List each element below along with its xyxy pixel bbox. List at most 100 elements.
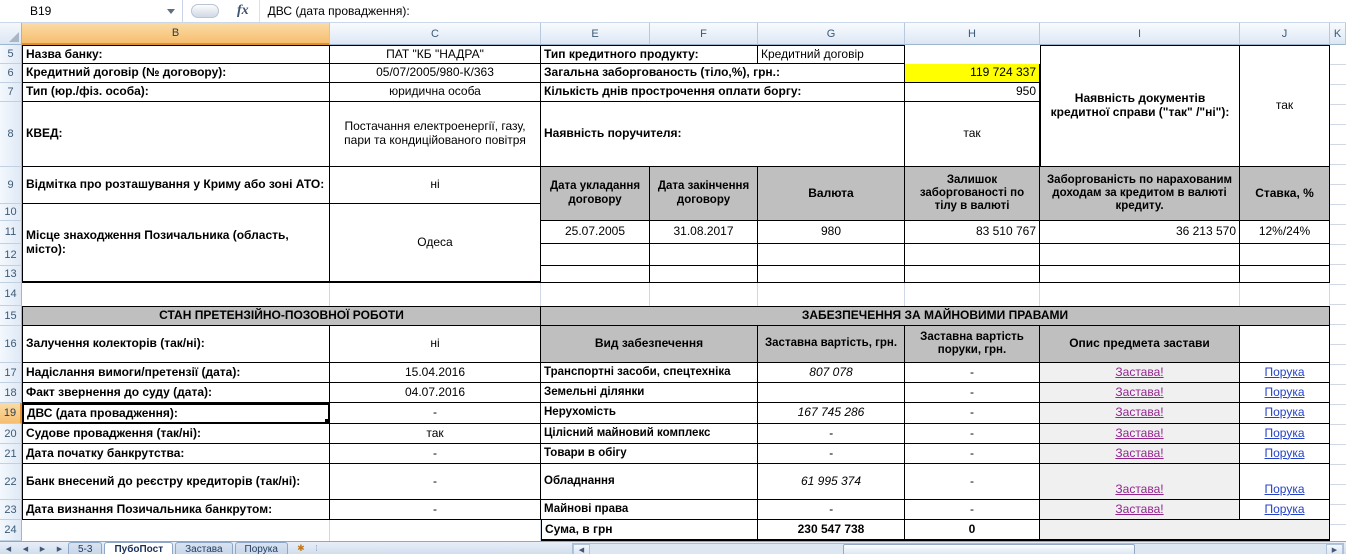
- cell-e12-empty[interactable]: [541, 244, 650, 266]
- cell-contract-value[interactable]: 05/07/2005/980-К/363: [330, 64, 541, 83]
- credit-header-accrued[interactable]: Заборгованість по нарахованим доходам за…: [1040, 167, 1240, 221]
- cell-f13-empty[interactable]: [650, 266, 758, 283]
- row-header-11[interactable]: 11: [0, 221, 22, 244]
- cell-docs-value[interactable]: так: [1240, 45, 1330, 167]
- collateral-guarantee[interactable]: -: [905, 444, 1040, 464]
- claims-value[interactable]: ні: [330, 326, 541, 363]
- poruka-link[interactable]: Порука: [1240, 444, 1330, 464]
- cell-c14-empty[interactable]: [330, 283, 541, 306]
- collateral-value[interactable]: -: [758, 500, 905, 520]
- cell-j12-empty[interactable]: [1240, 244, 1330, 266]
- cell-i12-empty[interactable]: [1040, 244, 1240, 266]
- cell-g13-empty[interactable]: [758, 266, 905, 283]
- row-header-9[interactable]: 9: [0, 167, 22, 204]
- tab-nav-last-button[interactable]: ▶: [56, 545, 63, 553]
- col-header-G[interactable]: G: [758, 23, 905, 45]
- zastava-link[interactable]: Застава!: [1040, 500, 1240, 520]
- collateral-value[interactable]: -: [758, 444, 905, 464]
- poruka-link[interactable]: Порука: [1240, 363, 1330, 383]
- cell-h13-empty[interactable]: [905, 266, 1040, 283]
- poruka-link[interactable]: Порука: [1240, 500, 1330, 520]
- col-header-F[interactable]: F: [650, 23, 758, 45]
- scroll-right-icon[interactable]: ▶: [1326, 544, 1343, 554]
- cell-kved-value[interactable]: Постачання електроенергії, газу, пари та…: [330, 102, 541, 167]
- row-header-16[interactable]: 16: [0, 326, 22, 363]
- cell-bank-label[interactable]: Назва банку:: [22, 45, 330, 64]
- collateral-header-type[interactable]: Вид забезпечення: [541, 326, 758, 363]
- cell-crimea-value[interactable]: ні: [330, 167, 541, 204]
- claims-value[interactable]: 04.07.2016: [330, 383, 541, 403]
- cell-c24-empty[interactable]: [330, 520, 541, 541]
- cell-debt-value[interactable]: 119 724 337: [905, 64, 1040, 83]
- col-header-H[interactable]: H: [905, 23, 1040, 45]
- row-header-5[interactable]: 5: [0, 45, 22, 64]
- cell-location-value[interactable]: Одеса: [330, 204, 541, 283]
- claims-section-title[interactable]: СТАН ПРЕТЕНЗІЙНО-ПОЗОВНОЇ РОБОТИ: [22, 306, 541, 326]
- insert-worksheet-button[interactable]: ✱: [297, 543, 305, 553]
- poruka-link[interactable]: Порука: [1240, 464, 1330, 500]
- row-header-15[interactable]: 15: [0, 306, 22, 326]
- cell-j14-empty[interactable]: [1240, 283, 1330, 306]
- scroll-left-icon[interactable]: ◀: [573, 544, 590, 554]
- row-header-8[interactable]: 8: [0, 102, 22, 167]
- cell-kved-label[interactable]: КВЕД:: [22, 102, 330, 167]
- collateral-section-title[interactable]: ЗАБЕЗПЕЧЕННЯ ЗА МАЙНОВИМИ ПРАВАМИ: [541, 306, 1330, 326]
- row-header-22[interactable]: 22: [0, 464, 22, 500]
- zastava-link[interactable]: Застава!: [1040, 444, 1240, 464]
- credit-header-currency[interactable]: Валюта: [758, 167, 905, 221]
- name-box[interactable]: B19: [0, 0, 183, 22]
- collateral-guarantee[interactable]: -: [905, 403, 1040, 424]
- cell-contract-label[interactable]: Кредитний договір (№ договору):: [22, 64, 330, 83]
- cell-overdue-value[interactable]: 950: [905, 83, 1040, 102]
- claims-value[interactable]: -: [330, 403, 541, 424]
- claims-value[interactable]: так: [330, 424, 541, 444]
- collateral-guarantee[interactable]: -: [905, 464, 1040, 500]
- col-header-B[interactable]: B: [22, 23, 330, 45]
- cell-h12-empty[interactable]: [905, 244, 1040, 266]
- credit-value-currency[interactable]: 980: [758, 221, 905, 244]
- collateral-guarantee[interactable]: -: [905, 424, 1040, 444]
- credit-value-rate[interactable]: 12%/24%: [1240, 221, 1330, 244]
- zastava-link[interactable]: Застава!: [1040, 424, 1240, 444]
- row-header-13[interactable]: 13: [0, 266, 22, 283]
- collateral-type[interactable]: Обладнання: [541, 464, 758, 500]
- horizontal-scrollbar[interactable]: ◀ ▶: [572, 543, 1344, 554]
- collateral-type[interactable]: Нерухомість: [541, 403, 758, 424]
- collateral-value[interactable]: 167 745 286: [758, 403, 905, 424]
- cell-product-value[interactable]: Кредитний договір: [758, 45, 905, 64]
- credit-value-balance[interactable]: 83 510 767: [905, 221, 1040, 244]
- collateral-type[interactable]: Товари в обігу: [541, 444, 758, 464]
- selected-cell-b19[interactable]: ДВС (дата провадження):: [22, 403, 330, 424]
- collateral-type[interactable]: Майнові права: [541, 500, 758, 520]
- cell-g12-empty[interactable]: [758, 244, 905, 266]
- row-header-19[interactable]: 19: [0, 403, 22, 424]
- col-header-E[interactable]: E: [541, 23, 650, 45]
- cell-b14-empty[interactable]: [22, 283, 330, 306]
- cell-debt-label[interactable]: Загальна заборгованость (тіло,%), грн.:: [541, 64, 905, 83]
- claims-value[interactable]: -: [330, 500, 541, 520]
- claims-value[interactable]: 15.04.2016: [330, 363, 541, 383]
- credit-header-start-date[interactable]: Дата укладання договору: [541, 167, 650, 221]
- claims-label[interactable]: Дата початку банкрутства:: [22, 444, 330, 464]
- tab-scrollbar-splitter[interactable]: ⁞: [315, 544, 317, 553]
- row-header-24[interactable]: 24: [0, 520, 22, 541]
- credit-value-accrued[interactable]: 36 213 570: [1040, 221, 1240, 244]
- row-header-18[interactable]: 18: [0, 383, 22, 403]
- row-header-20[interactable]: 20: [0, 424, 22, 444]
- claims-label[interactable]: Надіслання вимоги/претензії (дата):: [22, 363, 330, 383]
- col-header-K[interactable]: K: [1330, 23, 1346, 45]
- claims-label[interactable]: Банк внесений до реєстру кредиторів (так…: [22, 464, 330, 500]
- cell-type-value[interactable]: юридична особа: [330, 83, 541, 102]
- col-header-I[interactable]: I: [1040, 23, 1240, 45]
- poruka-link[interactable]: Порука: [1240, 403, 1330, 424]
- cell-h14-empty[interactable]: [905, 283, 1040, 306]
- credit-value-end-date[interactable]: 31.08.2017: [650, 221, 758, 244]
- row-header-7[interactable]: 7: [0, 83, 22, 102]
- cell-j16-empty[interactable]: [1240, 326, 1330, 363]
- sheet-tab-poruka[interactable]: Порука: [234, 542, 288, 554]
- sheet-tab-pubopost[interactable]: ПубоПост: [104, 542, 174, 554]
- zastava-link[interactable]: Застава!: [1040, 363, 1240, 383]
- row-header-14[interactable]: 14: [0, 283, 22, 306]
- collateral-type[interactable]: Цілісний майновий комплекс: [541, 424, 758, 444]
- row-header-23[interactable]: 23: [0, 500, 22, 520]
